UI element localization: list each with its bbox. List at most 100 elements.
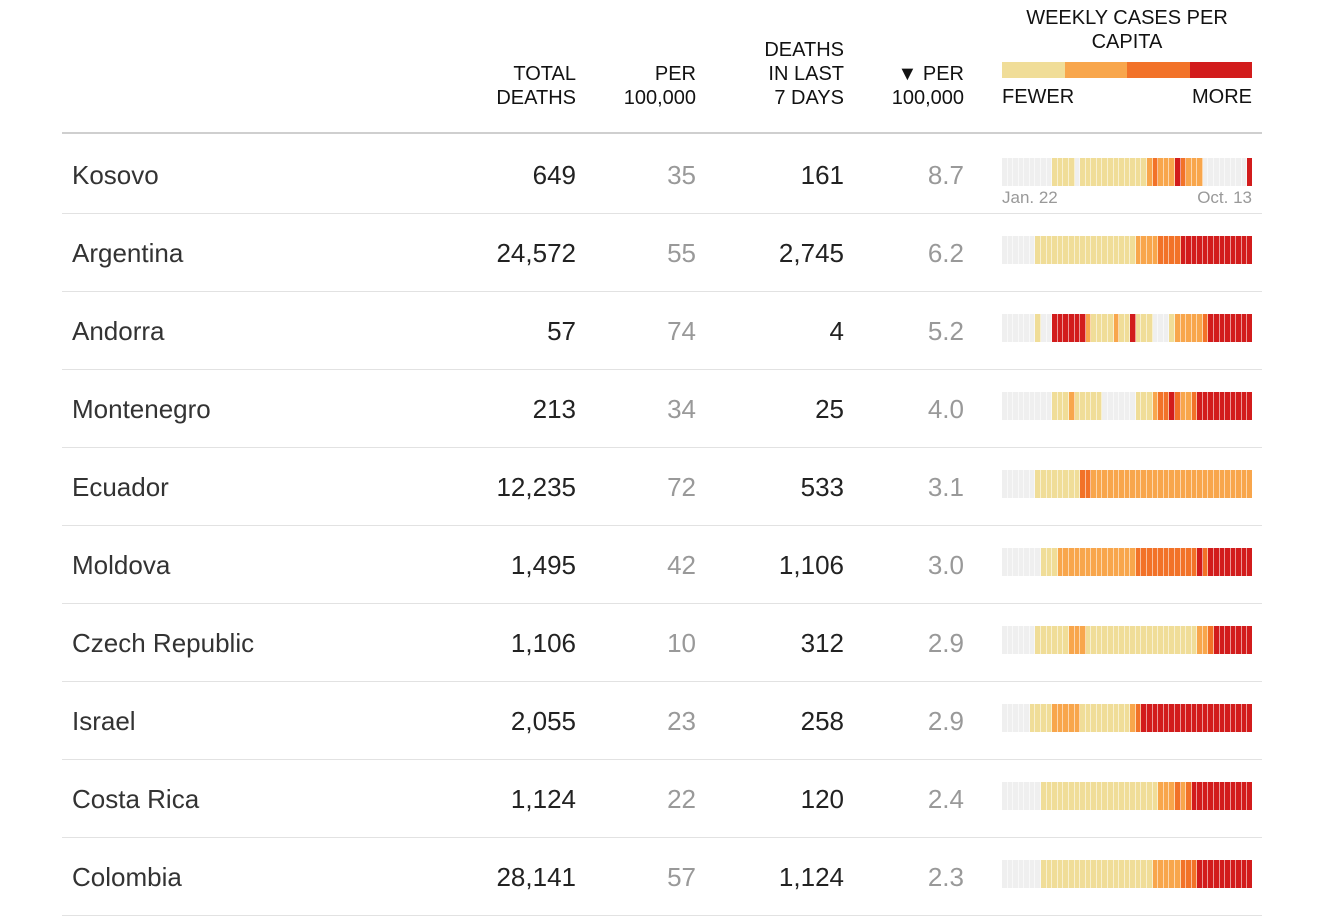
week-cell [1096,236,1103,264]
table-row[interactable]: Colombia 28,141 57 1,124 2.3 [62,838,1262,916]
week-cell [1124,548,1131,576]
legend-more-label: MORE [1192,86,1252,108]
week-cell [1197,158,1203,186]
week-cell [1141,860,1148,888]
week-cell [1197,704,1203,732]
week-cell [1186,314,1192,342]
week-cell [1135,782,1142,810]
week-cell [1024,236,1030,264]
week-cell [1107,158,1114,186]
week-cell [1180,470,1187,498]
week-cell [1013,158,1019,186]
table-row[interactable]: Costa Rica 1,124 22 120 2.4 [62,760,1262,838]
week-cell [1225,704,1231,732]
week-cell [1213,782,1220,810]
week-cell [1080,860,1086,888]
week-cell [1096,704,1103,732]
week-cell [1225,470,1231,498]
week-cell [1191,236,1198,264]
table-row[interactable]: Andorra 57 74 4 5.2 [62,292,1262,370]
table-row[interactable]: Israel 2,055 23 258 2.9 [62,682,1262,760]
week-cell [1091,626,1097,654]
week-cell [1141,470,1148,498]
country-name: Ecuador [72,472,169,502]
week-cell [1191,782,1198,810]
table-row[interactable]: Ecuador 12,235 72 533 3.1 [62,448,1262,526]
header-deaths-last-7-days[interactable]: DEATHS IN LAST 7 DAYS [764,38,844,110]
week-cell [1152,392,1159,420]
week-cell [1119,782,1125,810]
week-cell [1152,704,1159,732]
week-cell [1152,470,1159,498]
week-cell [1074,626,1081,654]
week-cell [1135,626,1142,654]
table-row[interactable]: Argentina 24,572 55 2,745 6.2 [62,214,1262,292]
week-cell [1046,158,1053,186]
week-cell [1247,158,1253,186]
week-cell [1052,314,1058,342]
week-cell [1147,314,1153,342]
week-cell [1147,626,1153,654]
week-cell [1202,782,1209,810]
week-cell [1191,626,1198,654]
week-cell [1018,470,1025,498]
week-cell [1041,782,1047,810]
per-100k-value: 57 [667,862,696,892]
week-cell [1113,626,1120,654]
week-cell [1074,782,1081,810]
country-name: Israel [72,706,136,736]
table-row[interactable]: Montenegro 213 34 25 4.0 [62,370,1262,448]
week-cell [1191,392,1198,420]
week-cell [1186,704,1192,732]
week-cell [1236,236,1242,264]
week-cell [1202,158,1209,186]
week-cell [1202,704,1209,732]
week-cell [1029,470,1036,498]
week-cell [1208,470,1214,498]
week-cell [1113,704,1120,732]
header-total-deaths[interactable]: TOTAL DEATHS [496,62,576,110]
table-row[interactable]: Kosovo 649 35 161 8.7 Jan. 22 Oct. 13 [62,136,1262,214]
country-name: Kosovo [72,160,159,190]
table-row[interactable]: Czech Republic 1,106 10 312 2.9 [62,604,1262,682]
week-cell [1018,860,1025,888]
week-cell [1041,860,1047,888]
week-cell [1158,626,1164,654]
week-cell [1035,158,1042,186]
week-cell [1068,782,1075,810]
week-cell [1080,782,1086,810]
deaths-last-7-days-value: 25 [815,394,844,424]
header-sorted-per-100k[interactable]: ▼ PER 100,000 [892,62,964,110]
week-cell [1102,626,1108,654]
week-cell [1046,704,1053,732]
week-cell [1163,704,1170,732]
per-100k-value: 42 [667,550,696,580]
week-cell [1158,158,1164,186]
week-cell [1141,236,1148,264]
week-cell [1180,704,1187,732]
week-cell [1107,236,1114,264]
week-cell [1057,860,1064,888]
table-row[interactable]: Moldova 1,495 42 1,106 3.0 [62,526,1262,604]
week-cell [1096,548,1103,576]
week-cell [1236,470,1242,498]
week-cell [1219,236,1226,264]
week-cell [1147,860,1153,888]
legend-swatch [1127,62,1190,78]
header-sorted-per-100k-line1: ▼ PER [897,63,964,85]
axis-start-label: Jan. 22 [1002,188,1058,207]
week-cell [1091,158,1097,186]
week-cell [1119,548,1125,576]
week-cell [1158,236,1164,264]
week-cell [1247,782,1253,810]
week-cell [1124,392,1131,420]
week-cell [1074,470,1081,498]
week-cell [1197,782,1203,810]
week-cell [1013,860,1019,888]
header-per-100k[interactable]: PER 100,000 [624,62,696,110]
deaths-last-7-days-value: 258 [800,706,844,736]
week-cell [1191,470,1198,498]
week-cell [1107,470,1114,498]
per-100k-value: 55 [667,238,696,268]
week-cell [1096,470,1103,498]
